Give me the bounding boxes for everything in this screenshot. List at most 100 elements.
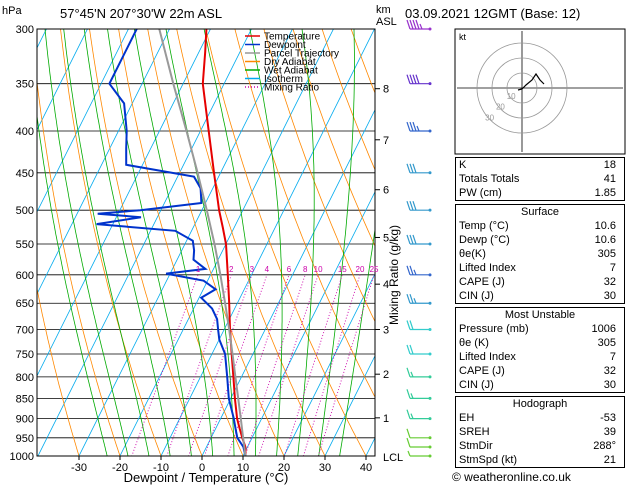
index-label: StmDir	[459, 440, 493, 452]
index-value: -53	[600, 412, 616, 424]
wind-barb-dot	[428, 396, 432, 400]
index-row: CAPE (J) 32	[456, 364, 624, 378]
index-label: θe (K)	[459, 337, 489, 349]
wind-barb-flag	[409, 19, 414, 30]
wet-adiabat-line	[44, 29, 129, 456]
surface-title: Surface	[521, 206, 559, 218]
index-value: 32	[603, 365, 616, 377]
index-row: Lifted Index 7	[456, 350, 624, 364]
wet-adiabat-line	[107, 29, 192, 456]
index-row: Pressure (mb) 1006	[456, 322, 624, 336]
wind-barb-dot	[428, 328, 432, 332]
most-unstable-indices: Most Unstable Pressure (mb) 1006 θe (K) 305…	[455, 307, 625, 393]
wind-barb-flag	[412, 234, 417, 245]
pressure-tick-label: 950	[16, 433, 34, 445]
index-value: 10.6	[594, 220, 616, 232]
hodograph-indices: Hodograph EH -53 SREH 39 StmDir 288° StmSpd (k…	[455, 396, 625, 468]
index-value: 32	[603, 276, 616, 288]
series-temperature	[201, 29, 247, 456]
wind-barb-flag	[412, 19, 417, 30]
altitude-tick-label: 2	[383, 369, 389, 381]
index-row: StmSpd (kt) 21	[456, 453, 624, 467]
isotherm-line	[119, 29, 334, 456]
wind-barb-flag	[409, 265, 414, 276]
legend-item-label: Isotherm	[264, 74, 303, 85]
wind-barb-flag	[406, 74, 411, 84]
series-dewpoint	[96, 29, 247, 456]
wind-barb-flag	[406, 19, 411, 30]
isotherm-line	[242, 191, 375, 456]
altitude-tick-label: 7	[383, 135, 389, 147]
wet-adiabat-line	[83, 29, 171, 456]
wet-adiabat-line	[249, 29, 283, 456]
stability-indices: K 18 Totals Totals 41 PW (cm) 1.85	[455, 157, 625, 201]
index-row: Totals Totals 41	[456, 172, 624, 186]
pressure-tick-label: 550	[16, 239, 34, 251]
index-label: SREH	[459, 426, 490, 438]
dry-adiabat-line	[37, 286, 80, 456]
temperature-tick-label: 0	[199, 462, 205, 474]
wind-barb-flag	[409, 163, 414, 173]
wind-barb-dot	[428, 454, 432, 458]
index-label: K	[459, 159, 467, 171]
most-unstable-title: Most Unstable	[504, 309, 576, 321]
mixing-ratio-line	[244, 274, 306, 456]
pressure-tick-label: 850	[16, 393, 34, 405]
dry-adiabat-line	[60, 29, 162, 456]
mixing-ratio-label: 6	[287, 265, 292, 274]
wind-barb-half	[413, 269, 417, 276]
hodograph-ring-label: 20	[496, 103, 505, 112]
wind-barb-dot	[428, 301, 432, 305]
index-label: Lifted Index	[459, 351, 516, 363]
wind-barb-flag	[406, 265, 411, 276]
wind-barb-flag	[406, 344, 411, 355]
wind-barb-dot	[428, 352, 432, 356]
isotherm-line	[37, 29, 170, 295]
wind-barb-flag	[406, 234, 411, 245]
wind-barb-flag	[412, 121, 417, 132]
wind-barb-dot	[428, 208, 432, 212]
index-row: θe (K) 305	[456, 336, 624, 350]
isotherm-line	[37, 29, 47, 49]
isotherm-line	[201, 109, 375, 456]
pressure-tick-label: 1000	[10, 451, 34, 463]
index-label: Temp (°C)	[459, 220, 509, 232]
wind-barb-flag	[409, 234, 414, 245]
wind-barb-flag	[406, 294, 411, 304]
x-axis-label: Dewpoint / Temperature (°C)	[124, 470, 289, 485]
hodograph-title: Hodograph	[512, 398, 568, 410]
indices-panel: K 18 Totals Totals 41 PW (cm) 1.85 Surface Te…	[455, 157, 625, 471]
mixing-ratio-label: 4	[265, 265, 270, 274]
index-row: CIN (J) 30	[456, 378, 624, 392]
altitude-tick-label: 3	[383, 325, 389, 337]
index-label: StmSpd (kt)	[459, 454, 518, 466]
isotherm-line	[37, 29, 88, 131]
index-row: θe(K) 305	[456, 247, 624, 261]
wet-adiabat-line	[339, 226, 375, 456]
pressure-tick-label: 900	[16, 414, 34, 426]
index-value: 1.85	[594, 187, 616, 199]
isotherm-line	[160, 29, 375, 456]
wind-barb-half	[413, 297, 417, 304]
index-value: 10.6	[594, 234, 616, 246]
mixing-ratio-line	[131, 274, 199, 456]
index-row: Dewp (°C) 10.6	[456, 233, 624, 247]
wind-barb-dot	[428, 27, 432, 31]
index-value: 305	[597, 337, 616, 349]
index-label: EH	[459, 412, 475, 424]
wet-adiabat-line	[133, 29, 214, 456]
km-unit-label: km	[376, 4, 391, 16]
station-location: 57°45'N 207°30'W 22m ASL	[60, 6, 223, 21]
wind-barb-flag	[409, 344, 414, 355]
wind-barb-dot	[428, 273, 432, 277]
index-value: 7	[609, 262, 616, 274]
sounding-datetime: 03.09.2021 12GMT (Base: 12)	[405, 6, 581, 21]
legend-item-label: Temperature	[264, 32, 321, 43]
hodograph-ring	[476, 42, 568, 134]
wind-barb-dot	[428, 436, 432, 440]
legend-item-label: Wet Adiabat	[264, 66, 318, 77]
hodograph-ring	[506, 72, 538, 104]
index-value: 30	[603, 379, 616, 391]
dry-adiabat-line	[205, 29, 367, 456]
